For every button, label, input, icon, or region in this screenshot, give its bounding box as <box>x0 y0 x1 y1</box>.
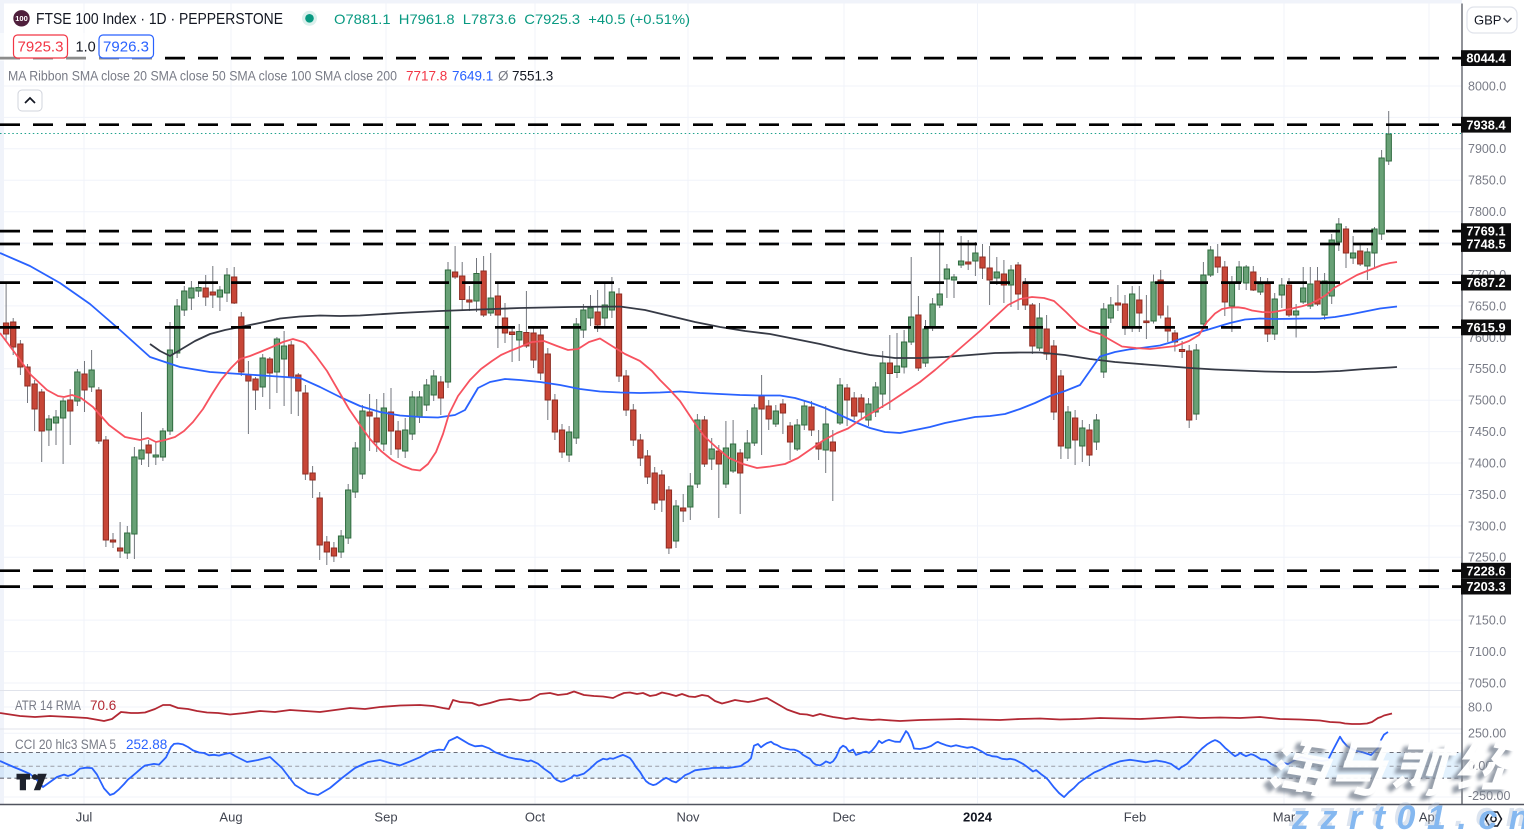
svg-text:7938.4: 7938.4 <box>1466 117 1506 132</box>
svg-text:7900.0: 7900.0 <box>1468 142 1506 156</box>
svg-text:Dec: Dec <box>832 810 856 825</box>
svg-text:7500.0: 7500.0 <box>1468 394 1506 408</box>
svg-text:O7881.1 H7961.8 L7873.6 C79: O7881.1 H7961.8 L7873.6 C7925.3 +40.5 (+… <box>334 11 690 27</box>
svg-text:7050.0: 7050.0 <box>1468 676 1506 690</box>
svg-text:Nov: Nov <box>676 810 700 825</box>
svg-text:70.6: 70.6 <box>90 698 116 713</box>
svg-text:80.0: 80.0 <box>1468 700 1492 714</box>
svg-text:FTSE 100 Index · 1D · PEPPERST: FTSE 100 Index · 1D · PEPPERSTONE <box>36 11 283 28</box>
svg-text:7925.3: 7925.3 <box>18 39 64 56</box>
svg-text:7350.0: 7350.0 <box>1468 488 1506 502</box>
svg-text:7850.0: 7850.0 <box>1468 174 1506 188</box>
svg-text:7203.3: 7203.3 <box>1466 579 1505 594</box>
svg-text:7250.0: 7250.0 <box>1468 551 1506 565</box>
svg-text:7150.0: 7150.0 <box>1468 614 1506 628</box>
svg-text:GBP: GBP <box>1474 13 1501 28</box>
svg-text:Ø: Ø <box>498 69 509 84</box>
svg-text:7926.3: 7926.3 <box>103 39 149 56</box>
svg-text:Feb: Feb <box>1124 810 1146 825</box>
svg-text:MA Ribbon SMA close 20 SMA clo: MA Ribbon SMA close 20 SMA close 50 SMA … <box>8 69 397 84</box>
svg-text:7769.1: 7769.1 <box>1466 224 1505 239</box>
svg-text:1.0: 1.0 <box>76 40 96 56</box>
svg-text:Jul: Jul <box>76 810 93 825</box>
svg-text:7748.5: 7748.5 <box>1466 237 1505 252</box>
svg-text:7100.0: 7100.0 <box>1468 645 1506 659</box>
svg-text:252.88: 252.88 <box>126 737 167 752</box>
svg-text:Apr: Apr <box>1419 810 1440 825</box>
svg-text:100: 100 <box>15 14 28 23</box>
svg-text:7615.9: 7615.9 <box>1466 320 1505 335</box>
svg-text:Aug: Aug <box>219 810 242 825</box>
svg-text:7300.0: 7300.0 <box>1468 519 1506 533</box>
svg-text:7551.3: 7551.3 <box>512 69 553 84</box>
svg-text:7550.0: 7550.0 <box>1468 362 1506 376</box>
svg-text:7717.8: 7717.8 <box>406 69 447 84</box>
svg-text:zzrt01.cn: zzrt01.cn <box>1288 796 1524 834</box>
svg-text:8000.0: 8000.0 <box>1468 79 1506 93</box>
svg-text:7800.0: 7800.0 <box>1468 205 1506 219</box>
svg-text:CCI 20 hlc3 SMA 5: CCI 20 hlc3 SMA 5 <box>15 737 116 752</box>
svg-text:250.00: 250.00 <box>1468 727 1506 741</box>
svg-text:7650.0: 7650.0 <box>1468 299 1506 313</box>
svg-text:8044.4: 8044.4 <box>1466 51 1506 66</box>
svg-text:7649.1: 7649.1 <box>452 69 493 84</box>
svg-text:7687.2: 7687.2 <box>1466 275 1505 290</box>
svg-text:7400.0: 7400.0 <box>1468 456 1506 470</box>
svg-text:zzrt01.cn: zzrt01.cn <box>1291 799 1524 834</box>
svg-text:Mar: Mar <box>1273 810 1296 825</box>
svg-text:7228.6: 7228.6 <box>1466 563 1505 578</box>
svg-text:Sep: Sep <box>374 810 397 825</box>
svg-text:7450.0: 7450.0 <box>1468 425 1506 439</box>
svg-text:ATR 14 RMA: ATR 14 RMA <box>15 698 81 713</box>
svg-text:2024: 2024 <box>963 810 993 825</box>
svg-text:Oct: Oct <box>525 810 546 825</box>
